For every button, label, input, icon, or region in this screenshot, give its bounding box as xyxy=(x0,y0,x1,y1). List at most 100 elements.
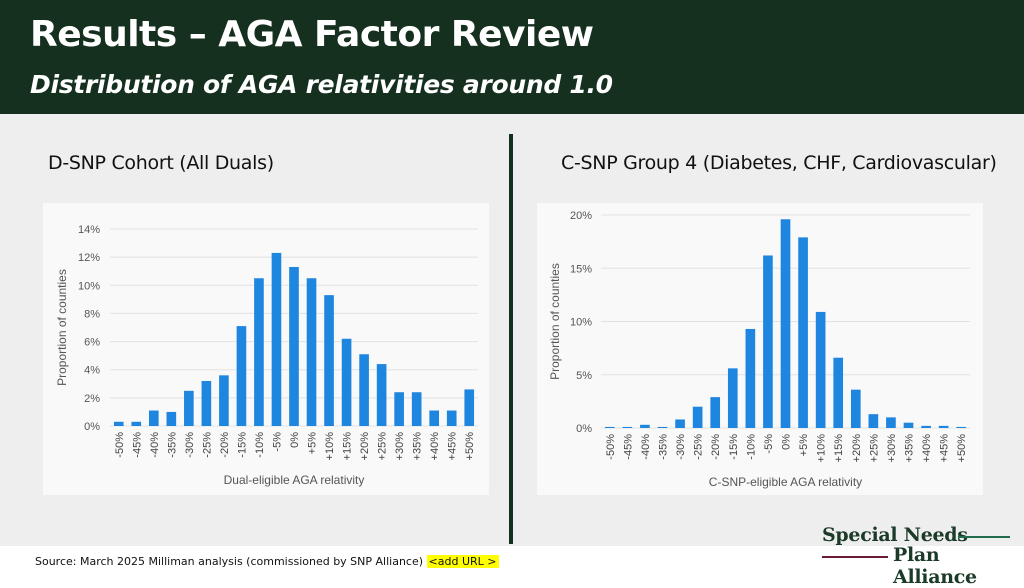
csnp-xtick-label: -45% xyxy=(622,434,634,460)
csnp-xtick-label: +25% xyxy=(868,434,880,463)
dsnp-x-axis-title: Dual-eligible AGA relativity xyxy=(224,473,365,487)
csnp-bar-0% xyxy=(780,219,791,428)
csnp-xtick-label: -20% xyxy=(710,434,722,460)
csnp-xtick-label: +20% xyxy=(851,434,863,463)
csnp-y-axis-title: Proportion of counties xyxy=(548,263,562,380)
dsnp-ytick-label: 2% xyxy=(84,393,100,405)
dsnp-bar--40% xyxy=(148,410,159,426)
csnp-ytick-label: 15% xyxy=(570,263,592,275)
dsnp-xtick-label: 0% xyxy=(289,432,301,448)
logo-maroon-rule xyxy=(822,556,888,558)
csnp-bar-+10% xyxy=(815,311,826,428)
dsnp-bar-+15% xyxy=(341,338,352,426)
csnp-xtick-label: +30% xyxy=(886,434,898,463)
dsnp-bar-+35% xyxy=(411,392,422,426)
dsnp-xtick-label: -40% xyxy=(149,432,161,458)
csnp-ytick-label: 0% xyxy=(576,423,592,435)
csnp-xtick-label: +40% xyxy=(921,434,933,463)
dsnp-xtick-label: +25% xyxy=(377,432,389,461)
csnp-bar--25% xyxy=(692,406,703,428)
url-placeholder: <add URL > xyxy=(426,555,499,568)
dsnp-xtick-label: -50% xyxy=(114,432,126,458)
dsnp-bar--5% xyxy=(271,252,282,426)
csnp-bar-+15% xyxy=(833,357,844,428)
dsnp-bar-+25% xyxy=(376,364,387,426)
csnp-bar-+20% xyxy=(850,389,861,428)
csnp-xtick-label: -50% xyxy=(605,434,617,460)
dsnp-bar--35% xyxy=(166,411,177,426)
csnp-xtick-label: 0% xyxy=(781,434,793,450)
dsnp-bar--50% xyxy=(113,421,124,426)
page-subtitle: Distribution of AGA relativities around … xyxy=(30,70,613,99)
dsnp-bar--30% xyxy=(184,390,194,426)
dsnp-bar-0% xyxy=(289,266,299,426)
csnp-bar-+5% xyxy=(798,237,808,428)
dsnp-ytick-label: 0% xyxy=(84,421,100,433)
dsnp-ytick-label: 12% xyxy=(78,252,100,264)
csnp-ytick-label: 20% xyxy=(570,210,592,222)
csnp-bar--40% xyxy=(640,424,650,428)
dsnp-bar--10% xyxy=(254,278,264,426)
csnp-xtick-label: -15% xyxy=(728,434,740,460)
source-text: Source: March 2025 Milliman analysis (co… xyxy=(35,555,424,568)
csnp-bar--10% xyxy=(745,328,756,428)
dsnp-bar-+5% xyxy=(306,278,317,426)
dsnp-xtick-label: -15% xyxy=(236,432,248,458)
dsnp-bar-+10% xyxy=(324,295,334,426)
dsnp-xtick-label: +30% xyxy=(394,432,406,461)
vertical-divider xyxy=(509,134,513,544)
dsnp-bar--15% xyxy=(236,326,247,426)
dsnp-xtick-label: -5% xyxy=(271,432,283,452)
csnp-xtick-label: -35% xyxy=(658,434,670,460)
dsnp-xtick-label: +15% xyxy=(342,432,354,461)
dsnp-xtick-label: +50% xyxy=(464,432,476,461)
dsnp-bar--20% xyxy=(219,375,229,426)
csnp-xtick-label: +15% xyxy=(833,434,845,463)
csnp-ytick-label: 5% xyxy=(576,370,592,382)
dsnp-xtick-label: -20% xyxy=(219,432,231,458)
csnp-x-axis-title: C-SNP-eligible AGA relativity xyxy=(709,475,862,489)
csnp-chart-panel: 0% 5% 10% 15% 20% -50% -45% -40% -35% -30% -25% -20… xyxy=(537,203,983,495)
csnp-bar-+30% xyxy=(886,417,896,428)
dsnp-bar-+50% xyxy=(464,389,475,426)
dsnp-xtick-label: -25% xyxy=(201,432,213,458)
dsnp-xtick-label: -30% xyxy=(184,432,196,458)
csnp-bar-+45% xyxy=(938,425,949,428)
csnp-bar-+25% xyxy=(868,414,879,428)
csnp-bar-+40% xyxy=(921,425,931,428)
csnp-bar--50% xyxy=(604,426,615,428)
dsnp-chart-panel: 0% 2% 4% 6% 8% 10% 12% 14% -50% -45% -40% -35% -30% -… xyxy=(43,203,489,495)
dsnp-xtick-label: -35% xyxy=(166,432,178,458)
logo-text-line1: Special Needs xyxy=(822,524,968,546)
right-chart-heading: C-SNP Group 4 (Diabetes, CHF, Cardiovasc… xyxy=(561,152,997,174)
dsnp-bar-+30% xyxy=(394,392,404,426)
csnp-bar--5% xyxy=(763,255,773,428)
csnp-bar--45% xyxy=(622,426,633,428)
dsnp-xtick-label: +45% xyxy=(447,432,459,461)
dsnp-ytick-label: 8% xyxy=(84,308,100,320)
dsnp-histogram: 0%2%4%6%8%10%12%14%-50% -45% -40% -35% -30% -… xyxy=(55,224,478,487)
dsnp-ytick-label: 6% xyxy=(84,337,100,349)
dsnp-y-axis-title: Proportion of counties xyxy=(55,269,69,386)
logo-green-rule xyxy=(958,536,1010,538)
csnp-xtick-label: -40% xyxy=(640,434,652,460)
dsnp-xtick-label: +10% xyxy=(324,432,336,461)
csnp-xtick-label: +5% xyxy=(798,434,810,457)
csnp-bar--30% xyxy=(675,419,685,428)
dsnp-xtick-label: +5% xyxy=(307,432,319,455)
csnp-bar--15% xyxy=(727,368,738,428)
dsnp-bar-+45% xyxy=(446,410,457,426)
dsnp-bar-+20% xyxy=(359,354,369,426)
csnp-bar--20% xyxy=(710,397,721,428)
dsnp-bar-+40% xyxy=(429,410,440,426)
dsnp-xtick-label: +20% xyxy=(359,432,371,461)
csnp-xtick-label: -10% xyxy=(745,434,757,460)
page-title: Results – AGA Factor Review xyxy=(30,14,594,55)
csnp-bar-+50% xyxy=(956,426,967,428)
csnp-xtick-label: -30% xyxy=(675,434,687,460)
csnp-xtick-label: +45% xyxy=(939,434,951,463)
csnp-xtick-label: -5% xyxy=(763,434,775,454)
csnp-bar--35% xyxy=(657,426,668,428)
csnp-xtick-label: -25% xyxy=(693,434,705,460)
csnp-bar-+35% xyxy=(903,422,914,428)
